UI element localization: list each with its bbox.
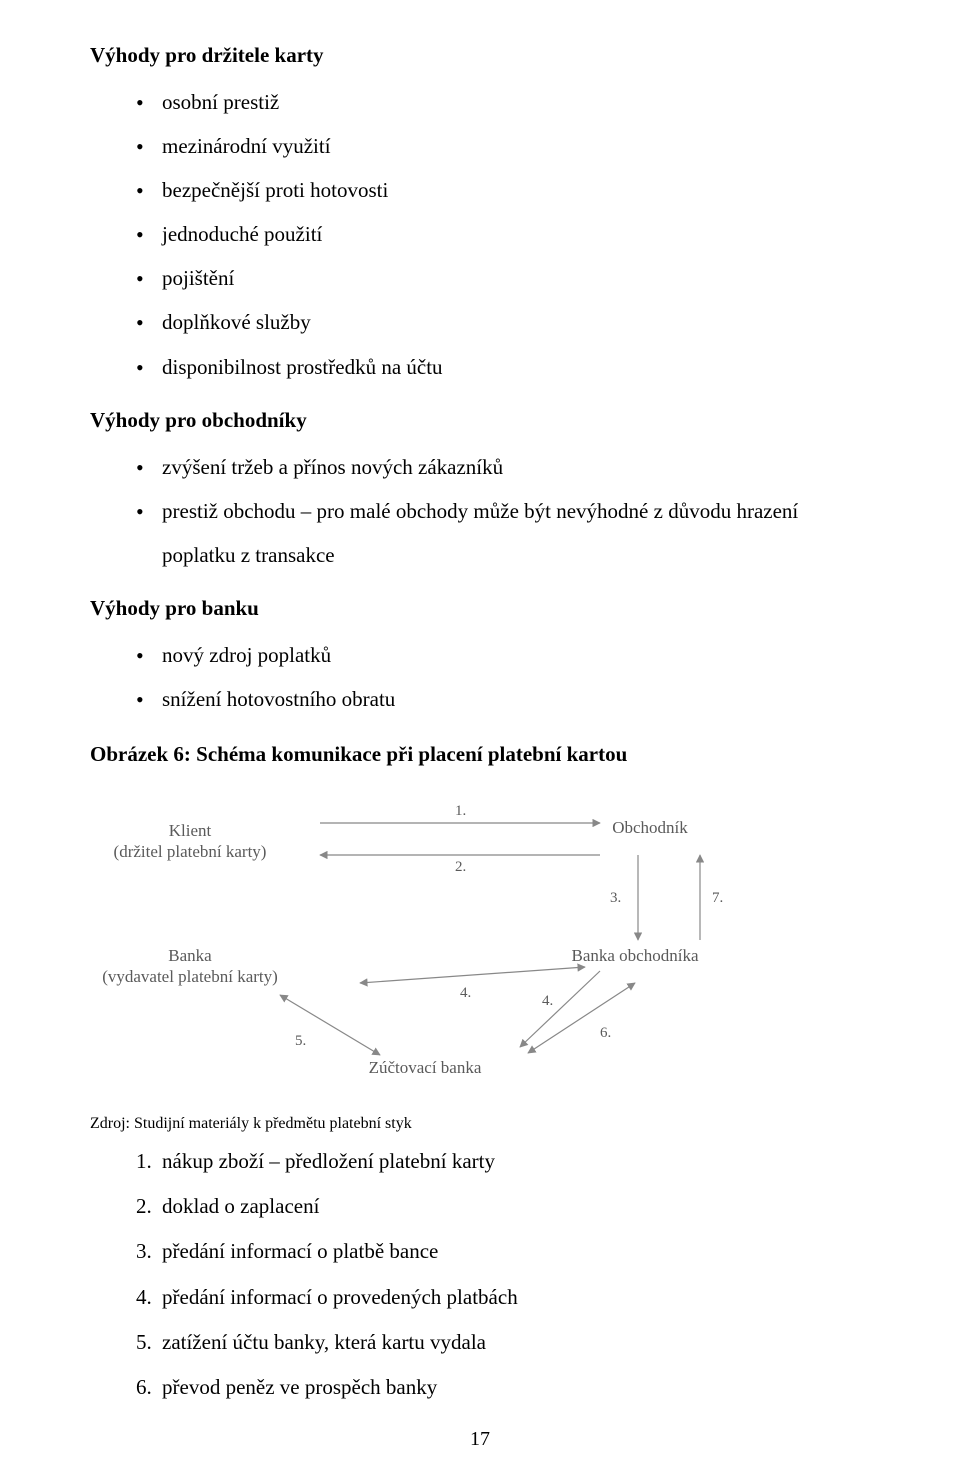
diagram-edge-label: 6.: [600, 1025, 611, 1042]
diagram-edge-label: 4.: [542, 993, 553, 1010]
figure-caption: Obrázek 6: Schéma komunikace při placení…: [90, 733, 870, 775]
list-item: bezpečnější proti hotovosti: [136, 168, 870, 212]
diagram: Klient (držitel platební karty) Obchodník…: [80, 795, 860, 1095]
diagram-edge-label: 3.: [610, 890, 621, 907]
diagram-edge-label: 7.: [712, 890, 723, 907]
diagram-node-obchodnik: Obchodník: [550, 817, 750, 838]
list-item: pojištění: [136, 256, 870, 300]
heading-merchant: Výhody pro obchodníky: [90, 399, 870, 441]
bullets-cardholder: osobní prestiž mezinárodní využití bezpe…: [90, 80, 870, 389]
diagram-edge-label: 2.: [455, 859, 466, 876]
list-item: nový zdroj poplatků: [136, 633, 870, 677]
list-item: doklad o zaplacení: [136, 1184, 870, 1229]
bullets-merchant: zvýšení tržeb a přínos nových zákazníků …: [90, 445, 870, 577]
diagram-edge-label: 4.: [460, 985, 471, 1002]
diagram-edge-label: 1.: [455, 803, 466, 820]
list-item: předání informací o platbě bance: [136, 1229, 870, 1274]
list-item: zatížení účtu banky, která kartu vydala: [136, 1320, 870, 1365]
page-number: 17: [0, 1428, 960, 1451]
numbered-list: nákup zboží – předložení platební karty …: [90, 1139, 870, 1410]
list-item: osobní prestiž: [136, 80, 870, 124]
diagram-node-banka_ob: Banka obchodníka: [535, 945, 735, 966]
list-item: disponibilnost prostředků na účtu: [136, 345, 870, 389]
list-item: zvýšení tržeb a přínos nových zákazníků: [136, 445, 870, 489]
list-item: mezinárodní využití: [136, 124, 870, 168]
page: Výhody pro držitele karty osobní prestiž…: [0, 0, 960, 1473]
diagram-edge: [520, 971, 600, 1047]
heading-cardholder: Výhody pro držitele karty: [90, 34, 870, 76]
list-item: nákup zboží – předložení platební karty: [136, 1139, 870, 1184]
bullets-bank: nový zdroj poplatků snížení hotovostního…: [90, 633, 870, 721]
list-item: prestiž obchodu – pro malé obchody může …: [136, 489, 870, 577]
diagram-edge-label: 5.: [295, 1033, 306, 1050]
list-item: doplňkové služby: [136, 300, 870, 344]
source-citation: Zdroj: Studijní materiály k předmětu pla…: [90, 1115, 870, 1133]
diagram-node-banka: Banka (vydavatel platební karty): [90, 945, 290, 988]
diagram-edge: [360, 967, 585, 983]
list-item: převod peněz ve prospěch banky: [136, 1365, 870, 1410]
list-item: předání informací o provedených platbách: [136, 1275, 870, 1320]
diagram-node-klient: Klient (držitel platební karty): [90, 820, 290, 863]
diagram-node-zuct: Zúčtovací banka: [325, 1057, 525, 1078]
list-item: jednoduché použití: [136, 212, 870, 256]
heading-bank: Výhody pro banku: [90, 587, 870, 629]
list-item: snížení hotovostního obratu: [136, 677, 870, 721]
